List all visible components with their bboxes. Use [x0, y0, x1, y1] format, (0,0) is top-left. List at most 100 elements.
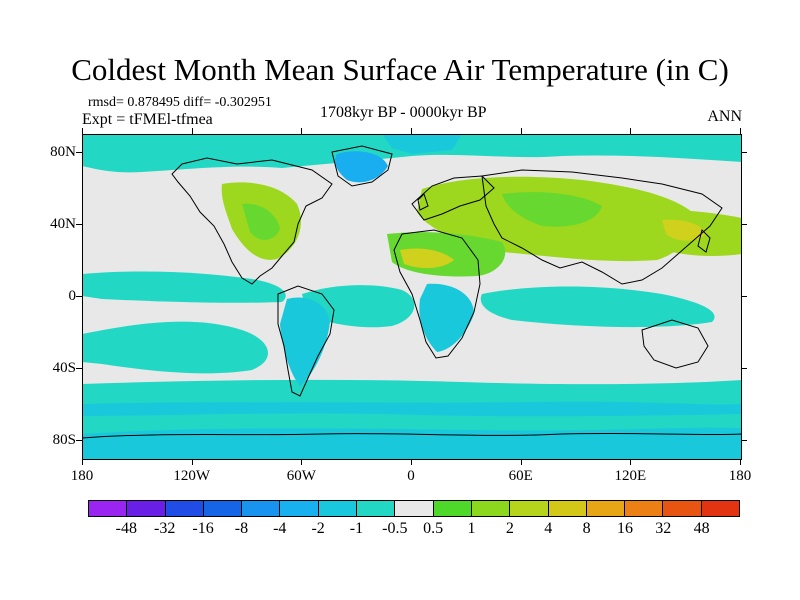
field-eurasia-core: [502, 192, 602, 227]
colorbar-label: 8: [582, 520, 591, 537]
x-tick-label: 0: [407, 468, 415, 484]
colorbar-label: 4: [544, 520, 553, 537]
x-tick-label: 60W: [286, 468, 316, 484]
field-pacific-tropics: [82, 271, 286, 303]
colorbar-label: -1: [349, 520, 364, 537]
coast-japan: [697, 229, 711, 253]
ocean-anomaly-fields: [82, 134, 742, 460]
colorbar-label: 32: [655, 520, 672, 537]
y-tick-mark: [76, 224, 82, 225]
field-south-america: [280, 297, 330, 386]
colorbar-label: 48: [693, 520, 710, 537]
x-tick-label: 120W: [173, 468, 210, 484]
colorbar-swatch: [242, 501, 281, 516]
x-tick-mark: [301, 128, 303, 134]
x-tick-label: 180: [728, 468, 752, 484]
x-tick-mark: [520, 128, 522, 134]
x-tick-mark: [740, 128, 741, 134]
y-tick-mark: [741, 440, 747, 441]
x-tick-mark: [191, 459, 193, 465]
colorbar-swatch: [471, 501, 511, 516]
colorbar-label: -2: [311, 520, 325, 537]
season-label: ANN: [707, 108, 742, 125]
colorbar-swatch: [89, 501, 128, 516]
colorbar-label: 2: [505, 520, 514, 537]
field-southern-deep: [82, 401, 742, 417]
x-tick-label: 60E: [508, 468, 533, 484]
colorbar-swatch: [318, 501, 358, 516]
colorbar-swatch: [433, 501, 472, 516]
y-tick-mark: [76, 368, 82, 369]
y-tick-mark: [741, 152, 747, 153]
coast-south-america: [277, 285, 335, 397]
colorbar-label: -32: [154, 520, 176, 537]
colorbar-swatch: [701, 501, 740, 516]
field-africa: [419, 283, 474, 352]
x-tick-mark: [82, 128, 83, 134]
colorbar-swatch: [395, 501, 434, 516]
colorbar-swatch: [203, 501, 243, 516]
colorbar-swatch: [280, 501, 319, 516]
coast-africa: [393, 229, 481, 359]
x-tick-mark: [740, 459, 741, 465]
colorbar-label: -16: [192, 520, 214, 537]
y-tick-label: 40N: [50, 216, 76, 232]
field-arctic-deep: [382, 134, 462, 154]
map-panel: [82, 134, 742, 460]
colorbar-swatch: [165, 501, 204, 516]
y-tick-label: 80S: [52, 432, 76, 448]
colorbar-swatch: [548, 501, 587, 516]
y-tick-label: 80N: [50, 144, 76, 160]
colorbar-label: 16: [616, 520, 633, 537]
y-tick-mark: [76, 152, 82, 153]
map-field: [82, 134, 742, 460]
x-tick-mark: [411, 128, 412, 134]
experiment-label: Expt = tFMEl-tfmea: [82, 111, 213, 128]
x-tick-mark: [82, 459, 83, 465]
x-tick-mark: [520, 459, 522, 465]
colorbar-swatch: [586, 501, 626, 516]
x-tick-label: 180: [70, 468, 94, 484]
field-north-america-core: [242, 203, 280, 240]
coast-uk: [417, 193, 429, 211]
period-label: 1708kyr BP - 0000kyr BP: [320, 104, 487, 121]
colorbar-label: 1: [467, 520, 476, 537]
colorbar-label: -4: [273, 520, 287, 537]
coast-australia: [641, 319, 709, 369]
x-tick-mark: [191, 128, 193, 134]
colorbar-swatch: [625, 501, 664, 516]
colorbar-swatch: [510, 501, 549, 516]
land-anomaly-fields: [221, 151, 742, 386]
field-east-asia-hot: [662, 219, 707, 241]
x-tick-mark: [630, 459, 632, 465]
colorbar-label: -0.5: [382, 520, 408, 537]
y-tick-label: 40S: [52, 360, 76, 376]
field-atlantic-tropics: [302, 285, 415, 328]
y-tick-mark: [76, 440, 82, 441]
field-south-pacific: [82, 321, 269, 374]
x-tick-mark: [301, 459, 303, 465]
colorbar-swatch: [663, 501, 702, 516]
x-tick-mark: [411, 459, 412, 465]
colorbar-label: -8: [234, 520, 249, 537]
colorbar: [88, 500, 740, 517]
colorbar-swatch: [357, 501, 396, 516]
field-arabia-hot: [400, 248, 454, 269]
chart-title: Coldest Month Mean Surface Air Temperatu…: [71, 52, 729, 87]
x-tick-mark: [630, 128, 632, 134]
coast-antarctica: [82, 432, 742, 439]
colorbar-label: -48: [115, 520, 138, 537]
colorbar-label: 0.5: [423, 520, 444, 537]
coastlines: [82, 145, 742, 439]
field-indian-tropics: [480, 286, 715, 328]
field-antarctic-coast: [82, 427, 742, 460]
y-tick-mark: [741, 368, 747, 369]
coast-europe: [411, 175, 495, 221]
y-tick-label: 0: [68, 288, 77, 304]
field-greenland: [335, 151, 388, 183]
stats-label: rmsd= 0.878495 diff= -0.302951: [88, 95, 272, 110]
coast-asia: [481, 169, 723, 285]
colorbar-swatch: [127, 501, 166, 516]
x-tick-label: 120E: [614, 468, 647, 484]
y-tick-mark: [76, 296, 82, 297]
